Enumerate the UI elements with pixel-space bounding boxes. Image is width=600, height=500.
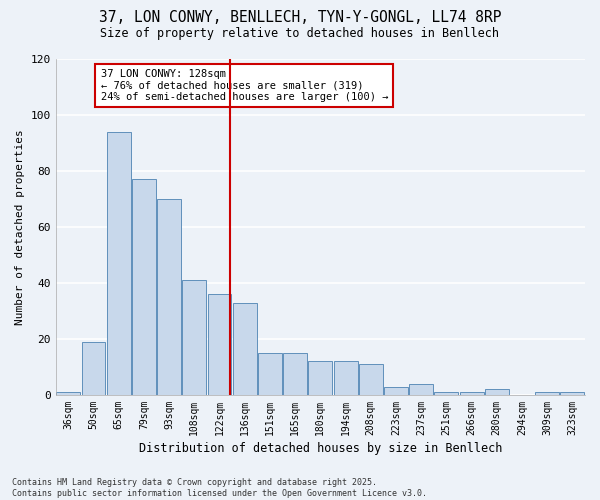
Text: 37, LON CONWY, BENLLECH, TYN-Y-GONGL, LL74 8RP: 37, LON CONWY, BENLLECH, TYN-Y-GONGL, LL…	[99, 10, 501, 25]
Bar	[283, 353, 307, 395]
Bar	[233, 302, 257, 395]
Bar	[460, 392, 484, 395]
Bar	[258, 353, 282, 395]
Bar	[56, 392, 80, 395]
Bar	[208, 294, 232, 395]
Text: Contains HM Land Registry data © Crown copyright and database right 2025.
Contai: Contains HM Land Registry data © Crown c…	[12, 478, 427, 498]
Bar	[308, 362, 332, 395]
Bar	[485, 390, 509, 395]
Bar	[157, 199, 181, 395]
Bar	[434, 392, 458, 395]
Text: 37 LON CONWY: 128sqm
← 76% of detached houses are smaller (319)
24% of semi-deta: 37 LON CONWY: 128sqm ← 76% of detached h…	[101, 69, 388, 102]
Bar	[132, 180, 156, 395]
Bar	[359, 364, 383, 395]
Bar	[107, 132, 131, 395]
X-axis label: Distribution of detached houses by size in Benllech: Distribution of detached houses by size …	[139, 442, 502, 455]
Bar	[334, 362, 358, 395]
Bar	[560, 392, 584, 395]
Bar	[182, 280, 206, 395]
Bar	[82, 342, 106, 395]
Y-axis label: Number of detached properties: Number of detached properties	[15, 129, 25, 325]
Text: Size of property relative to detached houses in Benllech: Size of property relative to detached ho…	[101, 28, 499, 40]
Bar	[535, 392, 559, 395]
Bar	[384, 386, 408, 395]
Bar	[409, 384, 433, 395]
